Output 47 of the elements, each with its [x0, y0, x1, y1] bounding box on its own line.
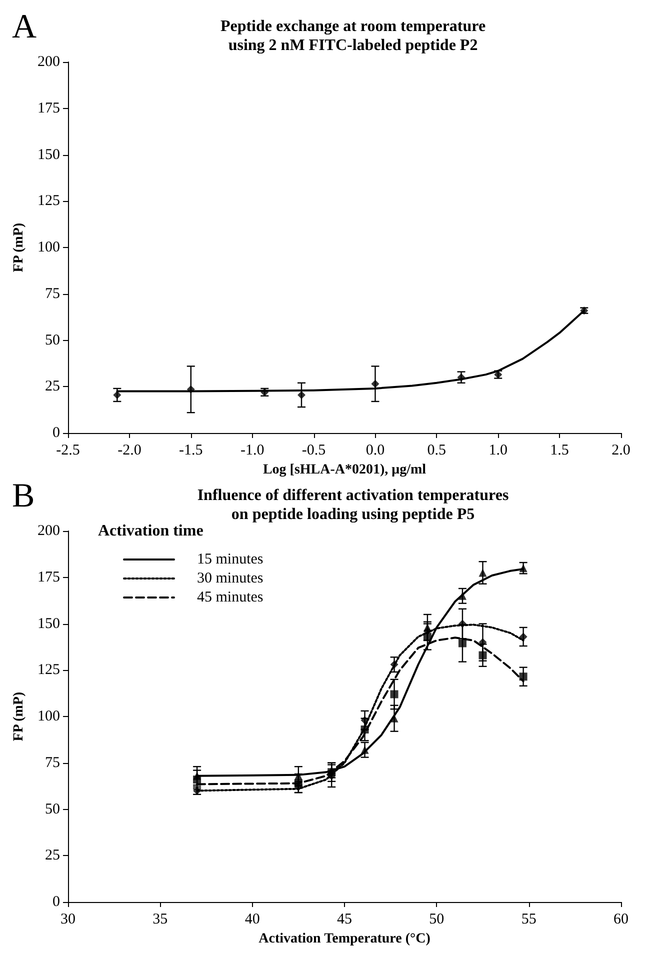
legend-label: 30 minutes: [197, 570, 264, 586]
y-tick-label: 50: [45, 801, 60, 818]
y-axis-title: FP (mP): [12, 691, 26, 742]
x-tick-label: -1.5: [179, 442, 203, 458]
x-tick-label: 0.0: [366, 442, 385, 458]
x-tick-label: 1.0: [488, 442, 508, 458]
y-tick-label: 150: [38, 146, 60, 163]
legend-title: Activation time: [98, 522, 204, 540]
legend-label: 45 minutes: [197, 590, 264, 606]
chart-title: Peptide exchange at room temperature using 2 nM FITC-labeled peptide P2: [220, 18, 486, 54]
x-tick-label: 30: [60, 912, 76, 928]
y-tick-label: 0: [52, 894, 60, 910]
y-tick-label: 125: [38, 662, 60, 678]
x-axis-title: Log [sHLA-A*0201), μg/ml: [262, 462, 426, 478]
x-tick-label: 35: [152, 912, 168, 928]
x-tick-label: -2.0: [118, 442, 142, 458]
x-tick-label: 45: [337, 912, 352, 928]
y-tick-label: 175: [38, 569, 60, 586]
y-tick-label: 25: [45, 378, 60, 395]
x-tick-label: 60: [614, 912, 628, 928]
x-tick-label: -1.0: [240, 442, 264, 458]
x-tick-label: 55: [521, 912, 536, 928]
y-tick-label: 100: [38, 240, 60, 256]
x-tick-label: 50: [429, 912, 444, 928]
x-tick-label: -2.5: [56, 442, 80, 458]
y-tick-label: 50: [45, 332, 60, 348]
y-tick-label: 200: [38, 54, 60, 70]
y-tick-label: 100: [38, 708, 60, 724]
y-tick-label: 200: [38, 523, 60, 539]
legend-label: 15 minutes: [197, 552, 264, 568]
y-tick-label: 75: [45, 754, 60, 771]
x-tick-label: 1.5: [550, 442, 569, 458]
y-tick-label: 75: [45, 286, 60, 302]
y-tick-label: 125: [38, 193, 60, 210]
x-tick-label: 2.0: [612, 442, 630, 458]
y-tick-label: 25: [45, 848, 60, 864]
y-axis-title: FP (mP): [12, 222, 26, 272]
text: A: [12, 8, 37, 46]
x-axis-title: Activation Temperature (°C): [258, 931, 431, 946]
x-tick-label: -0.5: [302, 442, 326, 458]
y-tick-label: 175: [38, 100, 60, 116]
chart-title: Influence of different activation temperatures on peptide loading using peptide P5: [197, 487, 509, 523]
text: B: [12, 478, 35, 514]
y-tick-label: 150: [38, 616, 60, 632]
x-tick-label: 0.5: [427, 442, 446, 458]
y-tick-label: 0: [52, 425, 60, 441]
x-tick-label: 40: [244, 912, 260, 928]
